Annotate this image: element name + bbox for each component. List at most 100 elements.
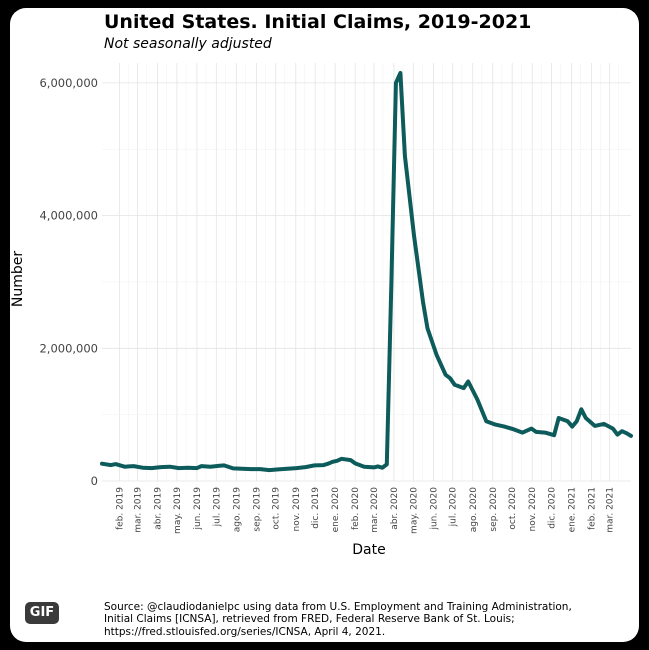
x-tick-label: mar. 2020 bbox=[370, 487, 380, 533]
x-tick-label: feb. 2019 bbox=[115, 487, 125, 530]
x-tick-label: dic. 2019 bbox=[311, 487, 321, 529]
series-point bbox=[530, 427, 533, 431]
series-point bbox=[394, 81, 398, 85]
y-tick-label: 0 bbox=[91, 474, 98, 488]
series-point bbox=[543, 431, 547, 435]
series-point bbox=[222, 463, 226, 467]
x-tick-label: mar. 2019 bbox=[134, 487, 144, 533]
series-point bbox=[285, 467, 289, 471]
series-point bbox=[444, 373, 448, 377]
series-point bbox=[249, 467, 253, 471]
series-point bbox=[313, 463, 316, 467]
series-point bbox=[615, 433, 619, 437]
series-point bbox=[570, 425, 574, 429]
x-tick-label: jul. 2019 bbox=[212, 487, 222, 528]
series-point bbox=[177, 466, 181, 470]
series-point bbox=[132, 464, 136, 468]
x-tick-label: abr. 2019 bbox=[154, 487, 164, 530]
series-point bbox=[376, 464, 380, 468]
y-tick-label: 2,000,000 bbox=[39, 341, 98, 355]
x-tick-label: oct. 2019 bbox=[272, 487, 282, 530]
series-point bbox=[114, 462, 118, 466]
series-point bbox=[475, 397, 479, 401]
series-points bbox=[100, 71, 633, 472]
y-tick-label: 6,000,000 bbox=[39, 76, 98, 90]
series-point bbox=[629, 434, 633, 438]
claims-chart: United States. Initial Claims, 2019-2021… bbox=[10, 11, 633, 638]
series-line bbox=[100, 71, 633, 473]
series-point bbox=[195, 466, 199, 470]
series-point bbox=[611, 427, 615, 431]
x-tick-label: ago. 2020 bbox=[469, 487, 479, 532]
x-tick-label: feb. 2020 bbox=[351, 487, 361, 530]
series-point bbox=[331, 460, 335, 464]
series-point bbox=[484, 419, 488, 423]
series-point bbox=[240, 467, 244, 471]
series-point bbox=[231, 466, 235, 470]
series-point bbox=[335, 459, 339, 463]
chart-card: United States. Initial Claims, 2019-2021… bbox=[10, 8, 639, 642]
source-note: Source: @claudiodanielpc using data from… bbox=[104, 601, 572, 638]
series-point bbox=[426, 326, 429, 330]
x-tick-label: abr. 2020 bbox=[390, 487, 400, 530]
series-point bbox=[200, 464, 203, 468]
series-point bbox=[123, 465, 127, 469]
series-point bbox=[294, 466, 298, 470]
series-point bbox=[502, 425, 506, 429]
series-point bbox=[557, 416, 561, 420]
x-tick-label: ene. 2021 bbox=[568, 487, 578, 532]
series-point bbox=[534, 430, 538, 434]
series-point bbox=[372, 465, 376, 469]
series-point bbox=[421, 300, 425, 304]
x-tick-label: may. 2020 bbox=[409, 487, 419, 534]
series-point bbox=[349, 458, 353, 462]
x-tick-label: sep. 2019 bbox=[252, 487, 262, 532]
series-point bbox=[304, 465, 307, 469]
series-point bbox=[186, 466, 190, 470]
series-point bbox=[276, 467, 280, 471]
x-axis-ticks: feb. 2019 mar. 2019 abr. 2019 may. 2019 jun.… bbox=[115, 487, 615, 534]
series-point bbox=[141, 466, 145, 470]
series-point bbox=[493, 423, 497, 427]
series-point bbox=[435, 353, 439, 357]
series-point bbox=[109, 463, 113, 467]
series-point bbox=[385, 462, 389, 466]
series-point bbox=[403, 154, 407, 158]
series-point bbox=[353, 461, 357, 465]
series-point bbox=[625, 431, 628, 435]
series-point bbox=[593, 424, 597, 428]
series-point bbox=[566, 419, 570, 423]
series-point bbox=[575, 419, 579, 423]
series-point bbox=[218, 464, 222, 468]
series-point bbox=[412, 234, 416, 237]
chart-subtitle: Not seasonally adjusted bbox=[104, 36, 272, 52]
gif-badge[interactable]: GIF bbox=[25, 602, 59, 624]
series-point bbox=[453, 383, 457, 387]
series-point bbox=[168, 465, 172, 469]
series-point bbox=[380, 466, 384, 470]
series-point bbox=[258, 467, 262, 471]
series-point bbox=[267, 468, 271, 472]
x-tick-label: ene. 2020 bbox=[331, 487, 341, 533]
series-point bbox=[326, 462, 330, 466]
x-tick-label: oct. 2020 bbox=[508, 487, 518, 530]
x-axis-label: Date bbox=[352, 542, 385, 558]
series-point bbox=[584, 416, 588, 420]
series-point bbox=[100, 462, 104, 466]
source-line: https://fred.stlouisfed.org/series/ICNSA… bbox=[104, 626, 385, 638]
series-point bbox=[466, 380, 470, 383]
x-tick-label: sep. 2020 bbox=[489, 487, 499, 532]
series-point bbox=[511, 427, 515, 431]
series-point bbox=[322, 463, 325, 467]
x-tick-label: may. 2019 bbox=[173, 487, 183, 534]
source-line: Initial Claims [ICNSA], retrieved from F… bbox=[104, 613, 515, 625]
series-point bbox=[159, 465, 163, 469]
series-point bbox=[389, 280, 393, 284]
x-tick-label: jun. 2019 bbox=[193, 487, 203, 531]
source-line: Source: @claudiodanielpc using data from… bbox=[104, 601, 572, 613]
x-tick-label: dic. 2020 bbox=[548, 487, 558, 529]
series-point bbox=[462, 386, 466, 390]
series-point bbox=[448, 376, 452, 380]
x-tick-label: feb. 2021 bbox=[588, 487, 598, 530]
